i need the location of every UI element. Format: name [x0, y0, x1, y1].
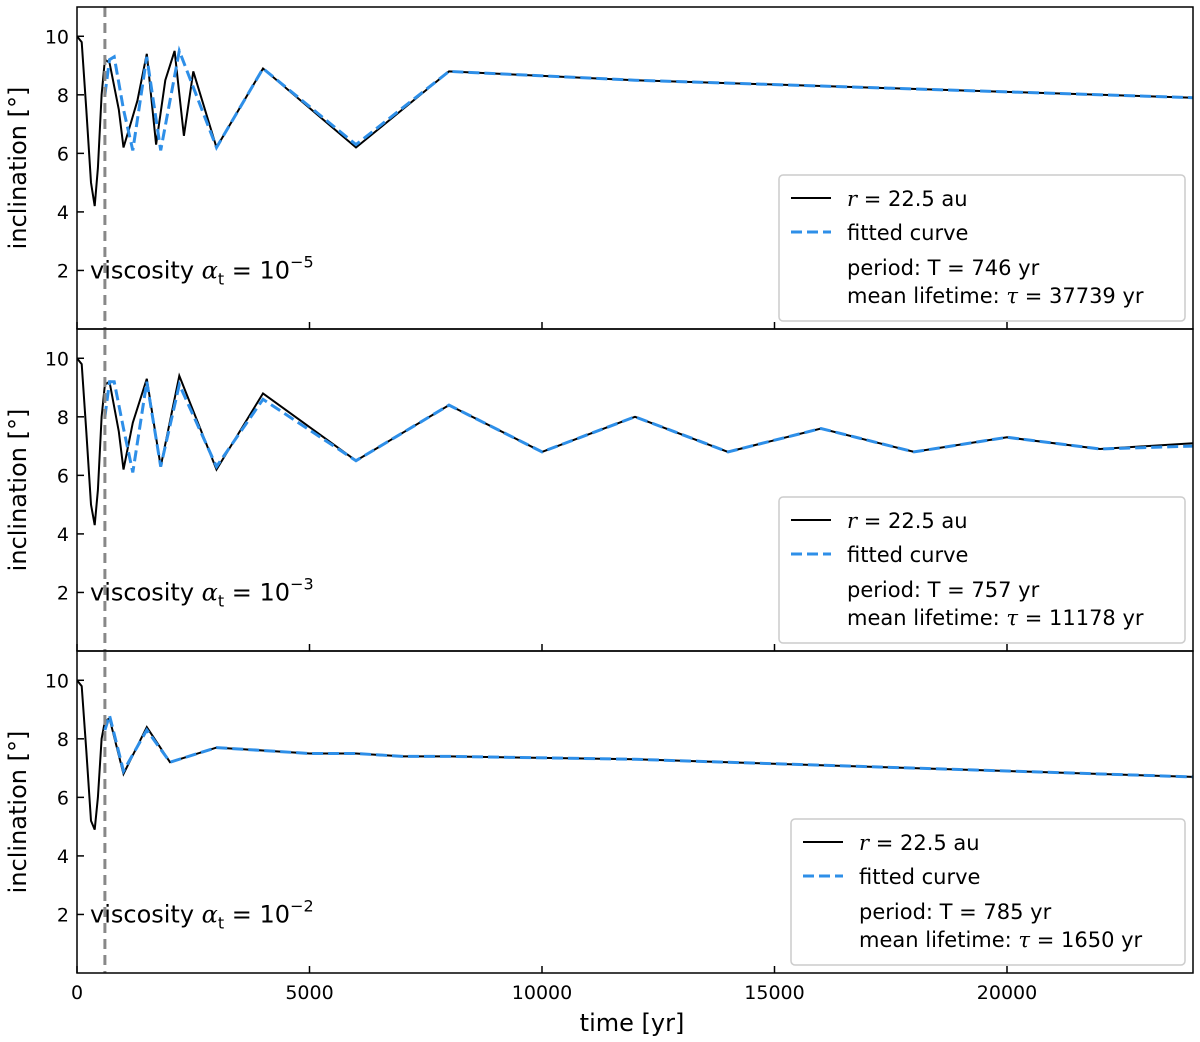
- legend-label-fit: fitted curve: [847, 221, 968, 245]
- y-tick-label: 6: [57, 787, 69, 809]
- y-axis-title: inclination [°]: [4, 731, 32, 894]
- viscosity-annotation: viscosity αt = 10−5: [90, 252, 314, 288]
- legend-period: period: T = 785 yr: [859, 900, 1052, 924]
- y-tick-label: 2: [57, 904, 69, 926]
- y-tick-label: 10: [45, 348, 69, 370]
- y-tick-label: 4: [57, 202, 69, 224]
- panel-3: 2 4 6 8 10 0 5000 10000 15000 20000 inclination [°…: [4, 650, 1194, 1037]
- legend-2: r = 22.5 au fitted curve period: T = 757 y…: [778, 496, 1186, 644]
- legend-label-data: r = 22.5 au: [847, 187, 968, 211]
- y-tick-label: 8: [57, 729, 69, 751]
- legend-box: [790, 818, 1186, 966]
- y-tick-label: 4: [57, 524, 69, 546]
- viscosity-annotation: viscosity αt = 10−2: [90, 896, 314, 932]
- viscosity-annotation: viscosity αt = 10−3: [90, 574, 314, 610]
- y-tick-label: 8: [57, 85, 69, 107]
- y-axis-title: inclination [°]: [4, 87, 32, 250]
- y-tick-label: 2: [57, 582, 69, 604]
- legend-label-data: r = 22.5 au: [859, 831, 980, 855]
- panel-1: 2 4 6 8 10 inclination [°] viscosity αt = 10−5…: [4, 6, 1194, 330]
- legend-period: period: T = 757 yr: [847, 578, 1040, 602]
- y-tick-label: 6: [57, 143, 69, 165]
- fitted-curve-line-3: [103, 709, 1193, 779]
- x-tick-label: 15000: [744, 982, 804, 1004]
- legend-label-fit: fitted curve: [859, 865, 980, 889]
- x-tick-label: 10000: [512, 982, 572, 1004]
- x-tick-label: 5000: [285, 982, 333, 1004]
- x-tick-label: 20000: [977, 982, 1037, 1004]
- y-tick-label: 10: [45, 670, 69, 692]
- axes-frame-3: [76, 650, 1194, 974]
- legend-label-fit: fitted curve: [847, 543, 968, 567]
- x-tick-label: 0: [71, 982, 83, 1004]
- x-axis-title: time [yr]: [580, 1009, 685, 1037]
- fitted-curve-line-1: [103, 45, 1193, 151]
- y-axis-title: inclination [°]: [4, 409, 32, 572]
- legend-lifetime: mean lifetime: τ = 11178 yr: [847, 606, 1144, 630]
- y-tick-label: 10: [45, 26, 69, 48]
- legend-box: [778, 496, 1186, 644]
- legend-3: r = 22.5 au fitted curve period: T = 785 y…: [790, 818, 1186, 966]
- y-tick-label: 2: [57, 260, 69, 282]
- panel-2: 2 4 6 8 10 inclination [°] viscosity αt = 10−3…: [4, 328, 1194, 652]
- legend-1: r = 22.5 au fitted curve period: T = 746 y…: [778, 174, 1186, 322]
- legend-lifetime: mean lifetime: τ = 1650 yr: [859, 928, 1143, 952]
- y-tick-label: 6: [57, 465, 69, 487]
- legend-period: period: T = 746 yr: [847, 256, 1040, 280]
- legend-label-data: r = 22.5 au: [847, 509, 968, 533]
- legend-lifetime: mean lifetime: τ = 37739 yr: [847, 284, 1144, 308]
- y-tick-label: 8: [57, 407, 69, 429]
- legend-box: [778, 174, 1186, 322]
- fitted-curve-line-2: [103, 379, 1193, 473]
- y-tick-label: 4: [57, 846, 69, 868]
- inclination-line-3: [77, 679, 1193, 830]
